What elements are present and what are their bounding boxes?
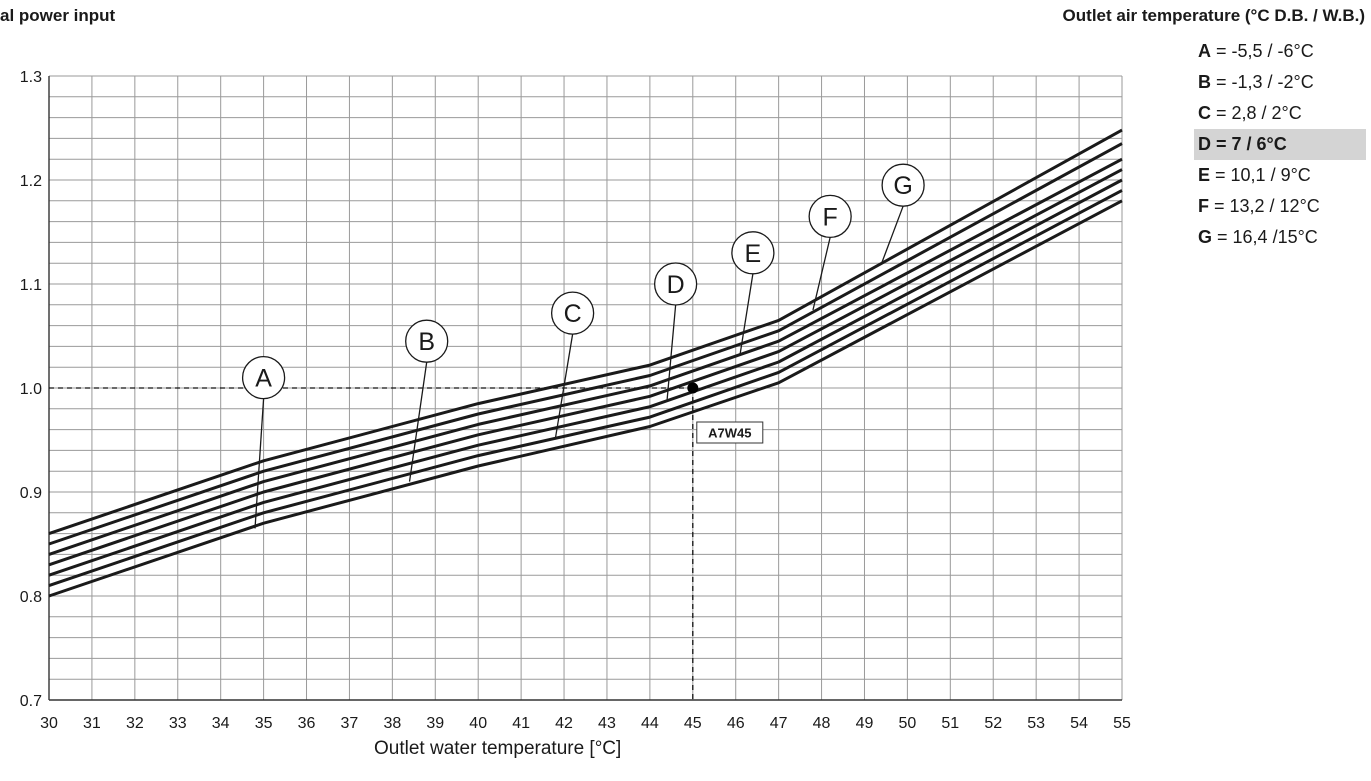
x-tick-label: 52	[984, 715, 1002, 732]
x-tick-label: 50	[899, 715, 917, 732]
x-tick-label: 42	[555, 715, 573, 732]
legend-text: = 16,4 /15°C	[1212, 227, 1318, 247]
x-tick-label: 38	[383, 715, 401, 732]
legend-key: G	[1198, 227, 1213, 247]
x-tick-label: 46	[727, 715, 745, 732]
x-tick-label: 47	[770, 715, 788, 732]
x-tick-label: 30	[40, 715, 58, 732]
series-line-b	[48, 189, 1123, 588]
callout-label: D	[667, 271, 685, 299]
x-tick-label: 44	[641, 715, 659, 732]
callout-circle	[881, 163, 925, 207]
annotations: A7W45	[687, 382, 764, 444]
legend-entry-d: D = 7 / 6°C	[1194, 129, 1366, 160]
series-lines	[48, 128, 1123, 598]
legend-title: Outlet air temperature (°C D.B. / W.B.)	[1062, 6, 1365, 25]
callout-label: C	[564, 300, 582, 328]
tick-labels: 30 31 32 33 34 35 36 37 38 39 40 41 42 43 44 45 46 47 48 49…	[20, 69, 1131, 732]
legend-entry-c: C = 2,8 / 2°C	[1194, 98, 1366, 129]
legend-entry-a: A = -5,5 / -6°C	[1194, 36, 1366, 67]
x-tick-label: 43	[598, 715, 616, 732]
callout-leader	[812, 237, 831, 311]
legend-entry-g: G = 16,4 /15°C	[1194, 222, 1366, 253]
y-tick-label: 1.2	[20, 173, 42, 190]
x-tick-label: 39	[426, 715, 444, 732]
x-tick-label: 33	[169, 715, 187, 732]
callout-label: F	[823, 203, 838, 231]
x-tick-label: 40	[469, 715, 487, 732]
x-tick-label: 32	[126, 715, 144, 732]
x-tick-label: 54	[1070, 715, 1088, 732]
x-axis-title: Outlet water temperature [°C]	[374, 738, 622, 759]
x-tick-label: 53	[1027, 715, 1045, 732]
callout-label: G	[893, 172, 912, 200]
callout-leader	[739, 273, 754, 355]
y-tick-label: 1.3	[20, 69, 42, 86]
grid	[48, 75, 1123, 701]
legend-key: A	[1198, 41, 1211, 61]
legend-text: = -5,5 / -6°C	[1211, 41, 1314, 61]
legend: A = -5,5 / -6°C B = -1,3 / -2°C C = 2,8 …	[1194, 36, 1366, 253]
operating-point-label: A7W45	[708, 426, 751, 441]
legend-key: C	[1198, 103, 1211, 123]
series-line-d	[48, 168, 1123, 567]
legend-entry-f: F = 13,2 / 12°C	[1194, 191, 1366, 222]
legend-entry-e: E = 10,1 / 9°C	[1194, 160, 1366, 191]
legend-text: = -1,3 / -2°C	[1211, 72, 1314, 92]
x-tick-label: 36	[298, 715, 316, 732]
callout-circle	[653, 262, 698, 306]
x-tick-label: 34	[212, 715, 230, 732]
legend-key: E	[1198, 165, 1211, 185]
legend-key: F	[1198, 196, 1209, 216]
legend-key: D	[1198, 134, 1211, 154]
x-tick-label: 55	[1113, 715, 1131, 732]
callout-leader	[666, 304, 677, 401]
callout-leader	[254, 398, 265, 529]
callout-circle	[405, 319, 449, 363]
callout-label: E	[745, 240, 762, 268]
x-tick-label: 51	[941, 715, 959, 732]
y-axis-title: al power input	[0, 6, 116, 25]
legend-key: B	[1198, 72, 1211, 92]
series-line-a	[48, 199, 1123, 598]
series-line-e	[48, 157, 1123, 556]
callout-circle	[550, 291, 595, 335]
series-callouts: A B C D E F G	[241, 163, 925, 529]
callout-leader	[554, 334, 574, 439]
reference-lines	[49, 387, 694, 700]
x-tick-label: 41	[512, 715, 530, 732]
legend-text: = 7 / 6°C	[1211, 134, 1287, 154]
x-tick-label: 49	[856, 715, 874, 732]
series-line-f	[48, 142, 1123, 546]
operating-point-label-box	[696, 421, 764, 444]
callout-circle	[808, 194, 852, 239]
legend-text: = 13,2 / 12°C	[1209, 196, 1320, 216]
callout-circle	[241, 355, 286, 400]
x-tick-label: 45	[684, 715, 702, 732]
y-tick-label: 1.0	[20, 381, 42, 398]
operating-point-marker	[687, 382, 699, 394]
y-tick-label: 1.1	[20, 277, 42, 294]
series-line-c	[48, 178, 1123, 577]
callout-leader	[881, 205, 904, 264]
y-tick-label: 0.7	[20, 693, 42, 710]
x-tick-label: 37	[341, 715, 359, 732]
callout-label: B	[418, 328, 435, 356]
x-tick-label: 48	[813, 715, 831, 732]
y-tick-label: 0.9	[20, 485, 42, 502]
legend-entry-b: B = -1,3 / -2°C	[1194, 67, 1366, 98]
legend-text: = 2,8 / 2°C	[1211, 103, 1302, 123]
series-line-g	[48, 128, 1123, 536]
legend-text: = 10,1 / 9°C	[1210, 165, 1311, 185]
x-tick-label: 35	[255, 715, 273, 732]
x-tick-label: 31	[83, 715, 101, 732]
callout-circle	[731, 231, 775, 275]
callout-label: A	[255, 365, 272, 393]
callout-leader	[408, 362, 428, 482]
y-tick-label: 0.8	[20, 589, 42, 606]
